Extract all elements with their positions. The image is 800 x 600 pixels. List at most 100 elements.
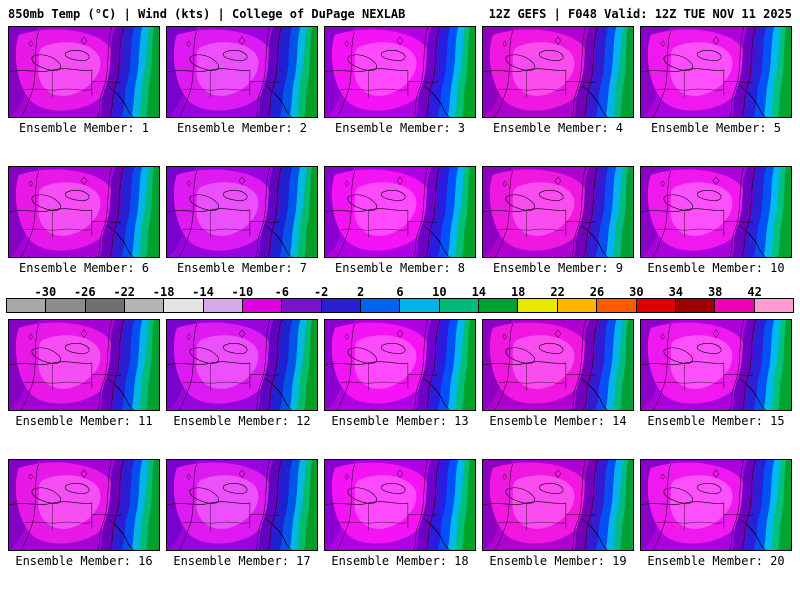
colorbar-segment (557, 299, 598, 312)
ensemble-panel: Ensemble Member: 14 (482, 319, 634, 429)
ensemble-panel: Ensemble Member: 8 (324, 166, 476, 276)
colorbar-segment (7, 299, 47, 312)
ensemble-member-label: Ensemble Member: 18 (331, 554, 469, 568)
ensemble-map-thumbnail[interactable] (8, 166, 160, 258)
ensemble-map-thumbnail[interactable] (166, 319, 318, 411)
colorbar-segment (597, 299, 637, 312)
ensemble-panel: Ensemble Member: 7 (166, 166, 318, 276)
ensemble-map-thumbnail[interactable] (324, 26, 476, 118)
colorbar-segment (164, 299, 204, 312)
ensemble-panel: Ensemble Member: 19 (482, 459, 634, 569)
ensemble-member-label: Ensemble Member: 15 (647, 414, 785, 428)
ensemble-panel: Ensemble Member: 6 (8, 166, 160, 276)
colorbar-segment (715, 299, 755, 312)
ensemble-map-thumbnail[interactable] (8, 26, 160, 118)
ensemble-map-thumbnail[interactable] (482, 26, 634, 118)
colorbar-tick-label: 2 (356, 285, 365, 299)
ensemble-map-thumbnail[interactable] (324, 319, 476, 411)
colorbar-tick-label: 6 (396, 285, 404, 299)
ensemble-map-thumbnail[interactable] (324, 166, 476, 258)
colorbar-tick-label: 38 (707, 285, 723, 299)
ensemble-row: Ensemble Member: 11 Ensemble Member: 12 … (0, 319, 800, 429)
colorbar-segment (125, 299, 165, 312)
colorbar-tick-label: 26 (589, 285, 605, 299)
ensemble-member-label: Ensemble Member: 5 (650, 121, 782, 135)
colorbar-segment (518, 299, 558, 312)
colorbar-segment (439, 299, 480, 312)
ensemble-panel: Ensemble Member: 5 (640, 26, 792, 136)
colorbar-segment (203, 299, 244, 312)
ensemble-map-thumbnail[interactable] (166, 26, 318, 118)
ensemble-member-label: Ensemble Member: 4 (492, 121, 624, 135)
ensemble-panel: Ensemble Member: 1 (8, 26, 160, 136)
colorbar-tick-label: -2 (313, 285, 329, 299)
colorbar-tick-label: -26 (73, 285, 96, 299)
ensemble-member-label: Ensemble Member: 1 (18, 121, 150, 135)
ensemble-member-label: Ensemble Member: 7 (176, 261, 308, 275)
ensemble-row: Ensemble Member: 16 Ensemble Member: 17 … (0, 459, 800, 569)
ensemble-member-label: Ensemble Member: 14 (489, 414, 627, 428)
colorbar-segment (479, 299, 519, 312)
ensemble-row: Ensemble Member: 1 Ensemble Member: 2 En… (0, 26, 800, 136)
ensemble-member-label: Ensemble Member: 12 (173, 414, 311, 428)
ensemble-panel: Ensemble Member: 15 (640, 319, 792, 429)
ensemble-panel: Ensemble Member: 10 (640, 166, 792, 276)
colorbar-tick-label: 22 (550, 285, 565, 299)
ensemble-map-thumbnail[interactable] (324, 459, 476, 551)
colorbar-segment (636, 299, 676, 312)
ensemble-panel: Ensemble Member: 3 (324, 26, 476, 136)
colorbar-segment (85, 299, 126, 312)
colorbar-tick-label: -22 (113, 285, 136, 299)
colorbar-tick-label: -14 (192, 285, 214, 299)
ensemble-panel: Ensemble Member: 12 (166, 319, 318, 429)
ensemble-panel: Ensemble Member: 18 (324, 459, 476, 569)
temperature-colorbar: -30 -26 -22 -18 -14 -10 -6 -2 2 6 10 14 18 22 26 30 34 38… (6, 285, 794, 313)
ensemble-member-label: Ensemble Member: 6 (18, 261, 150, 275)
colorbar-labels: -30 -26 -22 -18 -14 -10 -6 -2 2 6 10 14 18 22 26 30 34 38… (6, 285, 794, 299)
ensemble-member-label: Ensemble Member: 17 (173, 554, 311, 568)
ensemble-panel: Ensemble Member: 13 (324, 319, 476, 429)
ensemble-row: Ensemble Member: 6 Ensemble Member: 7 En… (0, 166, 800, 276)
ensemble-member-label: Ensemble Member: 11 (15, 414, 153, 428)
ensemble-member-label: Ensemble Member: 19 (489, 554, 627, 568)
ensemble-map-thumbnail[interactable] (166, 459, 318, 551)
colorbar-tick-label: 34 (668, 285, 684, 299)
colorbar-segment (282, 299, 322, 312)
colorbar-tick-label: -6 (274, 285, 290, 299)
ensemble-panel: Ensemble Member: 16 (8, 459, 160, 569)
colorbar-segments (6, 298, 794, 313)
colorbar-segment (46, 299, 86, 312)
ensemble-member-label: Ensemble Member: 3 (334, 121, 466, 135)
ensemble-map-thumbnail[interactable] (8, 319, 160, 411)
ensemble-panel: Ensemble Member: 11 (8, 319, 160, 429)
ensemble-map-thumbnail[interactable] (640, 26, 792, 118)
ensemble-map-thumbnail[interactable] (8, 459, 160, 551)
colorbar-segment (321, 299, 362, 312)
ensemble-member-label: Ensemble Member: 2 (176, 121, 308, 135)
colorbar-tick-label: 42 (747, 285, 762, 299)
colorbar-tick-label: -30 (34, 285, 57, 299)
ensemble-map-thumbnail[interactable] (640, 459, 792, 551)
colorbar-tick-label: 30 (629, 285, 644, 299)
ensemble-map-thumbnail[interactable] (640, 166, 792, 258)
colorbar-segment (400, 299, 440, 312)
model-run-valid-time: 12Z GEFS | F048 Valid: 12Z TUE NOV 11 20… (488, 7, 792, 21)
ensemble-map-thumbnail[interactable] (482, 166, 634, 258)
colorbar-segment (361, 299, 401, 312)
ensemble-panel: Ensemble Member: 4 (482, 26, 634, 136)
colorbar-tick-label: 18 (510, 285, 526, 299)
ensemble-map-thumbnail[interactable] (640, 319, 792, 411)
ensemble-member-label: Ensemble Member: 16 (15, 554, 153, 568)
ensemble-panel: Ensemble Member: 9 (482, 166, 634, 276)
colorbar-tick-label: -10 (231, 285, 254, 299)
ensemble-map-thumbnail[interactable] (166, 166, 318, 258)
product-title: 850mb Temp (°C) | Wind (kts) | College o… (8, 7, 406, 21)
ensemble-member-label: Ensemble Member: 20 (647, 554, 785, 568)
title-bar: 850mb Temp (°C) | Wind (kts) | College o… (0, 0, 800, 24)
ensemble-panel: Ensemble Member: 17 (166, 459, 318, 569)
ensemble-panel: Ensemble Member: 20 (640, 459, 792, 569)
ensemble-member-label: Ensemble Member: 9 (492, 261, 624, 275)
ensemble-map-thumbnail[interactable] (482, 459, 634, 551)
ensemble-map-thumbnail[interactable] (482, 319, 634, 411)
ensemble-member-label: Ensemble Member: 8 (334, 261, 466, 275)
